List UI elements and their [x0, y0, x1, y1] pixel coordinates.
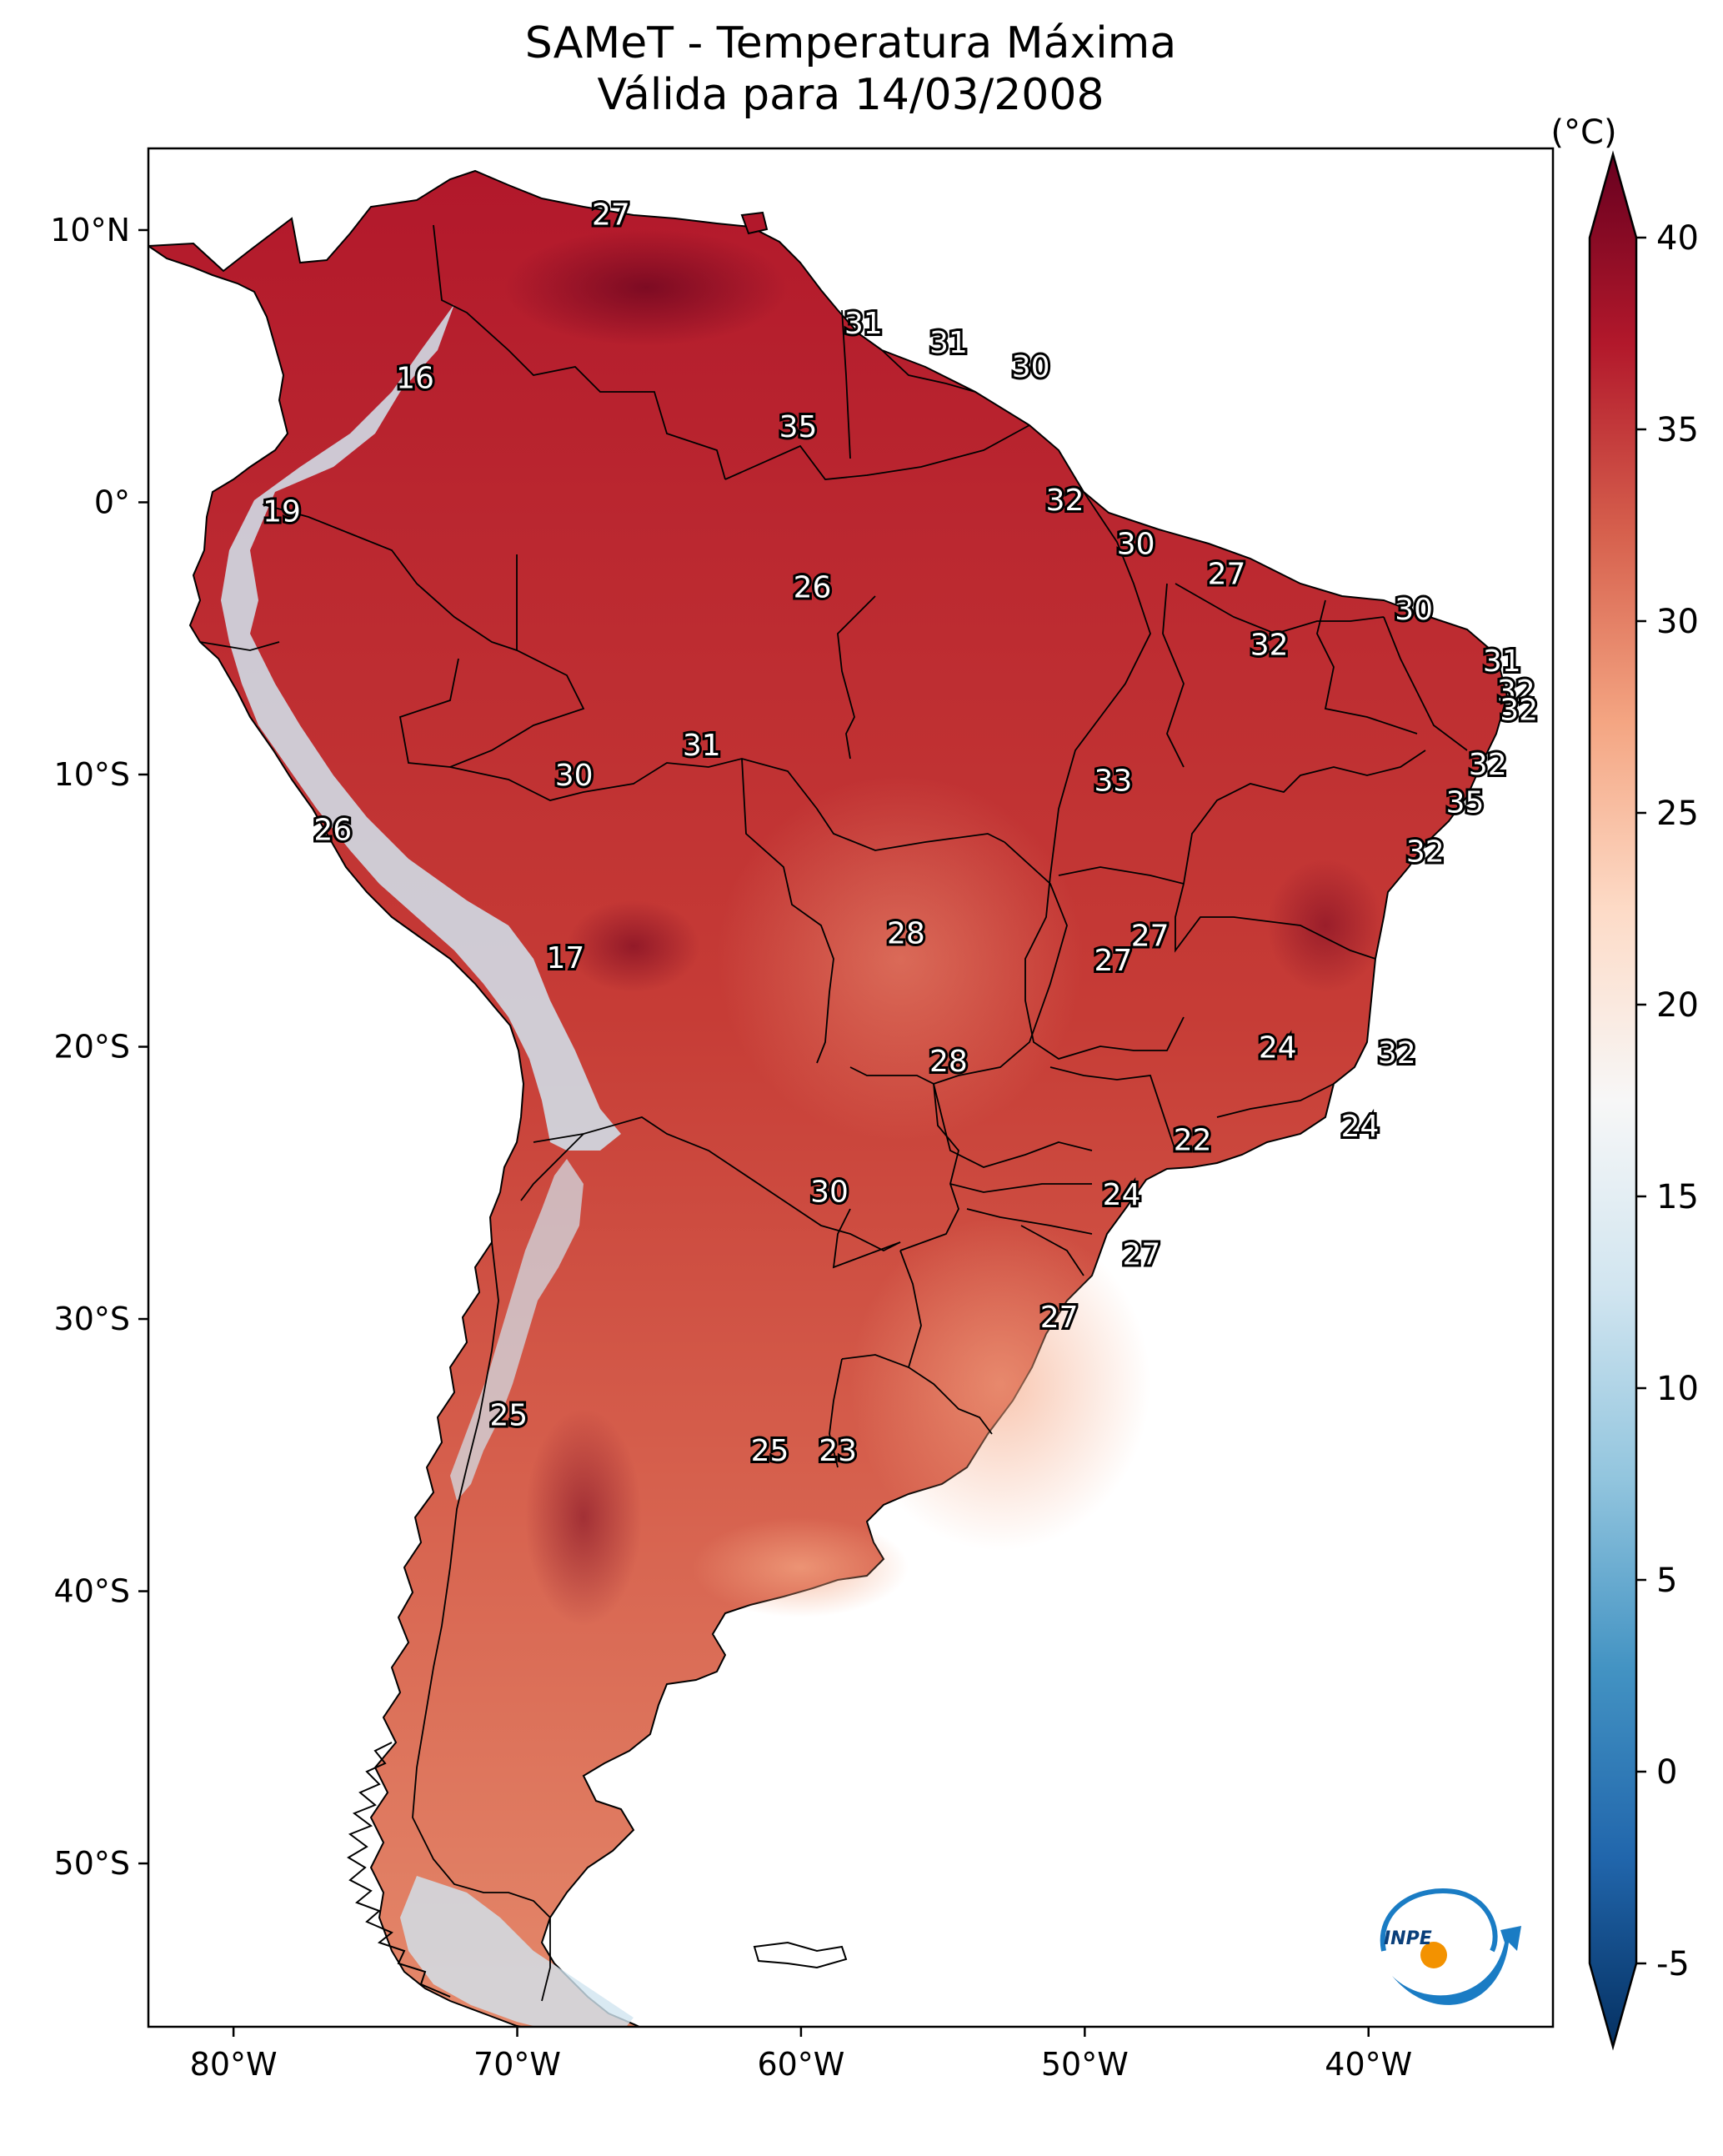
andes-south-band [450, 1159, 584, 1501]
lat-tick-label: 10°S [54, 756, 130, 793]
hot-core-bolivia [567, 900, 700, 992]
temperature-label: 31 [683, 729, 721, 763]
country-borders [199, 224, 1468, 2002]
temperature-label: 32 [1046, 484, 1084, 518]
hot-core-venezuela [504, 229, 788, 346]
temperature-label: 27 [592, 198, 630, 232]
temperature-label: 35 [779, 410, 818, 444]
warm-area-pampas [692, 1517, 909, 1617]
lon-tick-label: 40°W [1325, 2046, 1412, 2083]
temperature-label: 31 [844, 307, 883, 341]
inpe-logo-dot [1420, 1942, 1447, 1968]
temperature-label: 31 [929, 326, 968, 360]
temperature-label: 28 [929, 1045, 968, 1079]
temperature-label: 32 [1497, 674, 1535, 709]
temperature-label: 23 [819, 1434, 857, 1468]
colorbar-tick-label: 35 [1656, 411, 1699, 449]
lon-tick-label: 80°W [190, 2046, 278, 2083]
temperature-label: 19 [263, 494, 301, 529]
latitude-ticks: 10°N 0° 10°S 20°S 30°S 40°S 50°S [50, 212, 148, 1882]
temperature-label: 27 [1208, 557, 1246, 591]
lon-tick-label: 60°W [757, 2046, 844, 2083]
warm-area-central-brazil [717, 775, 1084, 1142]
lat-tick-label: 50°S [54, 1845, 130, 1882]
temperature-label: 30 [810, 1176, 849, 1210]
hot-core-bahia [1267, 859, 1384, 992]
temperature-label: 32 [1469, 748, 1507, 782]
temperature-label: 32 [1406, 835, 1445, 869]
colorbar-tick-label: 10 [1656, 1370, 1699, 1408]
temperature-label: 27 [1131, 920, 1170, 954]
temperature-label: 26 [794, 571, 832, 605]
colorbar-tick-label: 15 [1656, 1178, 1699, 1216]
colorbar-tick-label: 20 [1656, 986, 1699, 1025]
lat-tick-label: 0° [94, 484, 130, 520]
andes-cold-band [221, 304, 621, 1151]
temperature-label: 16 [396, 361, 434, 395]
colorbar-unit: (°C) [1550, 113, 1616, 152]
patagonia-cold-tip [400, 1876, 634, 2027]
inpe-logo-swirl [1380, 1888, 1498, 1953]
lon-tick-label: 50°W [1041, 2046, 1129, 2083]
warm-area-south-brazil [850, 1217, 1150, 1551]
chile-fjords [347, 1742, 451, 1998]
temperature-label: 35 [1446, 786, 1485, 820]
temperature-label: 32 [1500, 694, 1538, 728]
temperature-label: 27 [1123, 1238, 1161, 1272]
temperature-label: 33 [1094, 765, 1132, 799]
lat-tick-label: 10°N [50, 212, 130, 248]
lat-tick-label: 20°S [54, 1029, 130, 1065]
map-title: SAMeT - Temperatura Máxima Válida para 1… [0, 18, 1723, 143]
longitude-ticks: 80°W 70°W 60°W 50°W 40°W [190, 2027, 1412, 2083]
temperature-label: 25 [489, 1398, 528, 1432]
colorbar-ticks: 40 35 30 25 20 15 10 5 0 -5 [1636, 219, 1699, 1983]
inpe-logo-arrow [1392, 1926, 1521, 2005]
temperature-label: 27 [1094, 944, 1132, 978]
temperature-label: 31 [1483, 644, 1521, 679]
temperature-label: 30 [1117, 527, 1155, 561]
title-line-2: Válida para 14/03/2008 [597, 70, 1104, 120]
temperature-label: 17 [546, 941, 584, 975]
temperature-label: 28 [887, 916, 925, 950]
map-frame [147, 147, 1555, 2028]
colorbar-tick-label: 25 [1656, 795, 1699, 833]
inpe-logo-text: INPE [1384, 1928, 1432, 1949]
colorbar: (°C) 40 35 30 25 20 15 10 5 0 -5 [1550, 113, 1699, 2051]
temperature-label: 30 [555, 759, 594, 793]
temperature-label: 32 [1250, 628, 1289, 662]
temperature-label: 24 [1341, 1110, 1380, 1144]
land-trinidad [740, 211, 769, 235]
temperature-label: 24 [1103, 1178, 1141, 1212]
hot-core-patagonia [525, 1409, 642, 1626]
colorbar-tick-label: 30 [1656, 603, 1699, 641]
map-content [148, 169, 1509, 2027]
temperature-label: 32 [1378, 1036, 1416, 1070]
inpe-logo: INPE [1380, 1888, 1521, 2005]
temperature-label: 22 [1174, 1124, 1212, 1158]
temperature-label: 26 [313, 813, 352, 847]
colorbar-tick-label: -5 [1656, 1945, 1690, 1983]
lat-tick-label: 40°S [54, 1573, 130, 1610]
temperature-label: 30 [1395, 593, 1433, 627]
temperature-label: 25 [751, 1434, 789, 1468]
temperature-label: 24 [1259, 1031, 1297, 1065]
temperature-label: 30 [1012, 350, 1050, 384]
colorbar-body [1588, 150, 1638, 2051]
colorbar-tick-label: 5 [1656, 1562, 1677, 1600]
land-falklands [753, 1941, 848, 1969]
colorbar-tick-label: 0 [1656, 1753, 1677, 1792]
temperature-label: 27 [1040, 1301, 1079, 1335]
colorbar-tick-label: 40 [1656, 219, 1699, 258]
title-line-1: SAMeT - Temperatura Máxima [524, 18, 1177, 68]
lat-tick-label: 30°S [54, 1301, 130, 1337]
lon-tick-label: 70°W [473, 2046, 561, 2083]
